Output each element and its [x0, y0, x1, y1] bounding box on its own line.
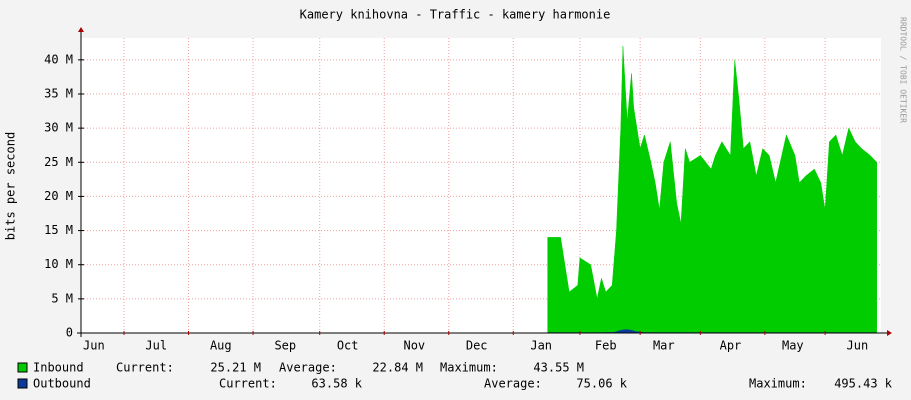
x-tick-label: Jun — [83, 339, 105, 353]
y-tick-label: 30 M — [44, 121, 73, 135]
legend-stat-value: 495.43 k — [834, 377, 893, 391]
x-tick-label: Aug — [210, 339, 232, 353]
legend-swatch — [17, 362, 28, 373]
x-tick-label: Sep — [274, 339, 296, 353]
legend-stat-label: Average: — [279, 361, 337, 375]
y-tick-label: 35 M — [44, 86, 73, 100]
marks — [547, 46, 877, 334]
x-tick-label: Jan — [530, 339, 552, 353]
legend-stat-label: Maximum: — [440, 361, 498, 375]
legend-stat-label: Current: — [219, 377, 277, 391]
x-tick-label: Mar — [653, 339, 675, 353]
x-tick-label: Jul — [145, 339, 167, 353]
x-tick-label: Apr — [720, 339, 742, 353]
y-axis-label: bits per second — [4, 132, 18, 240]
legend-stat-value: 63.58 k — [311, 377, 362, 391]
legend-stat-value: 22.84 M — [372, 361, 423, 375]
legend-stat-label: Average: — [484, 377, 542, 391]
y-tick-label: 15 M — [44, 223, 73, 237]
y-tick-label: 40 M — [44, 52, 73, 66]
y-tick-label: 20 M — [44, 189, 73, 203]
x-tick-label: May — [782, 339, 804, 353]
legend-stat-value: 43.55 M — [533, 361, 584, 375]
x-tick-label: Dec — [466, 339, 488, 353]
legend-stat-label: Maximum: — [749, 377, 807, 391]
y-tick-label: 0 — [66, 326, 73, 340]
legend-stat-value: 25.21 M — [210, 361, 261, 375]
x-arrow — [887, 330, 892, 336]
legend-label: Outbound — [33, 377, 91, 391]
axes: 0 5 M 10 M 15 M 20 M 25 M 30 M 35 M 40 M Jun Jul Au… — [44, 27, 892, 353]
x-tick-label: Oct — [337, 339, 359, 353]
legend-stat-value: 75.06 k — [576, 377, 627, 391]
y-tick-label: 10 M — [44, 257, 73, 271]
legend-label: Inbound — [33, 361, 84, 375]
legend-stat-label: Current: — [116, 361, 174, 375]
x-tick-label: Jun — [847, 339, 869, 353]
y-tick-label: 5 M — [51, 291, 73, 305]
legend-swatch — [17, 378, 28, 389]
x-tick-label: Nov — [403, 339, 425, 353]
x-tick-label: Feb — [595, 339, 617, 353]
y-tick-label: 25 M — [44, 155, 73, 169]
area — [547, 46, 877, 334]
chart-title: Kamery knihovna - Traffic - kamery harmo… — [300, 8, 611, 22]
y-arrow — [78, 27, 84, 32]
legend: Inbound Current: 25.21 M Average: 22.84 M Max… — [17, 361, 893, 391]
watermark: RRDTOOL / TOBI OETIKER — [899, 17, 908, 123]
